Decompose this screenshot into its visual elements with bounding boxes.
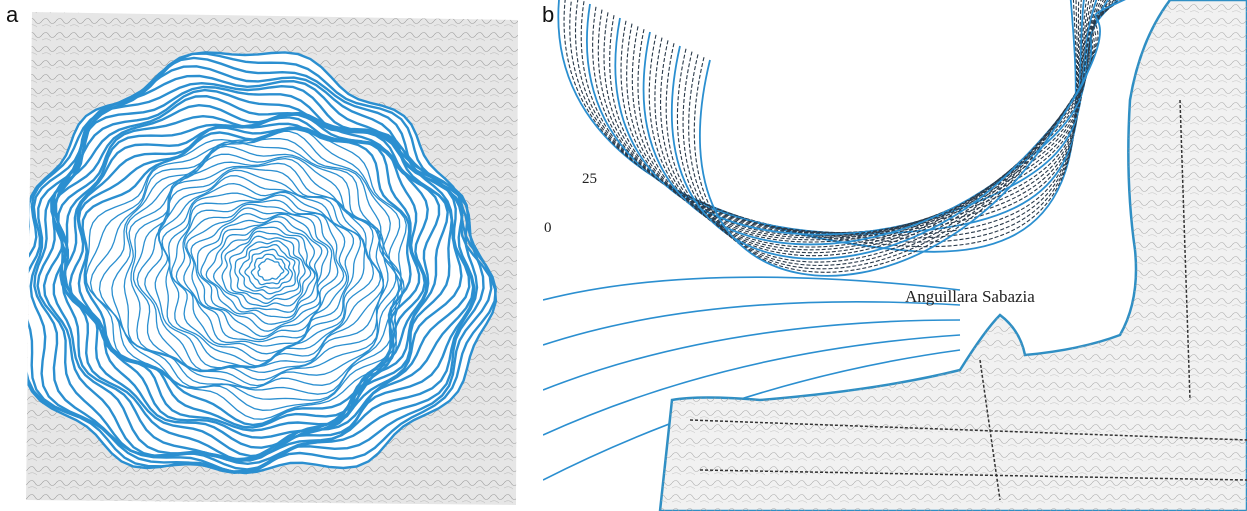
panel-a-map [0,5,525,510]
contour-label: 25 [582,171,597,187]
figure-canvas: a Anguillara Sabazia 25 0 b [0,0,1247,511]
panel-label: b [542,2,554,27]
contour-label: 0 [544,220,552,236]
figure: a Anguillara Sabazia 25 0 b [0,0,1247,511]
panel-b-map: Anguillara Sabazia 25 0 [543,0,1247,511]
place-label: Anguillara Sabazia [905,287,1035,306]
panel-label: a [6,2,19,27]
